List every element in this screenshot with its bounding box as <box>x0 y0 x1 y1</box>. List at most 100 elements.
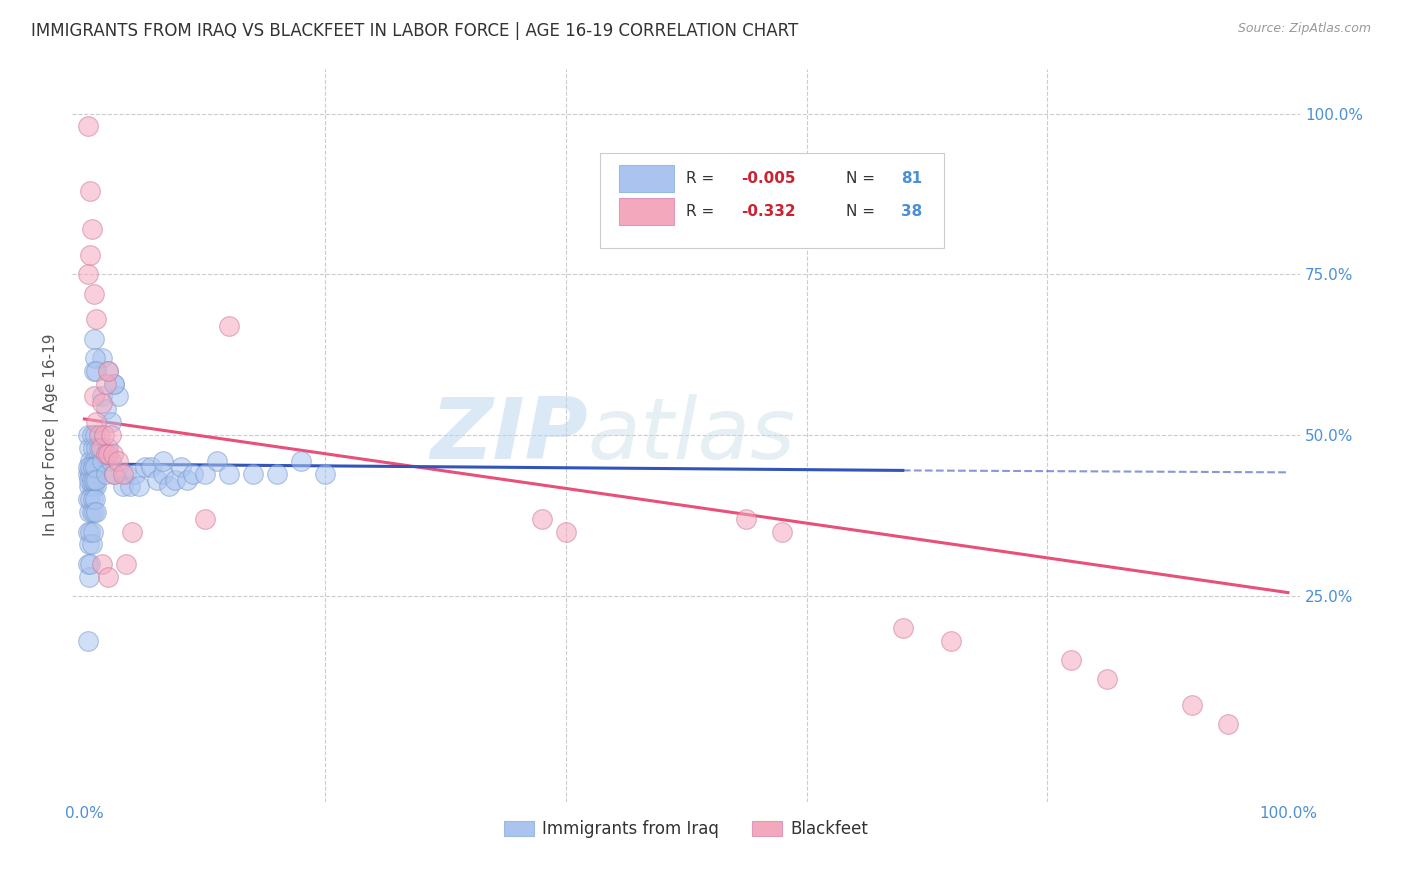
Point <box>91 454 114 468</box>
Point <box>77 120 100 134</box>
Point <box>139 460 162 475</box>
FancyBboxPatch shape <box>619 197 673 226</box>
Point <box>100 428 122 442</box>
Point <box>77 492 100 507</box>
Point <box>94 447 117 461</box>
Point <box>77 428 100 442</box>
Point <box>530 511 553 525</box>
Point <box>79 524 101 539</box>
Text: -0.332: -0.332 <box>741 204 796 219</box>
Point <box>772 524 794 539</box>
Point <box>94 376 117 391</box>
Point <box>77 267 100 281</box>
Point <box>90 441 112 455</box>
Point <box>80 473 103 487</box>
Point <box>84 467 107 481</box>
Point <box>86 415 108 429</box>
Point <box>79 460 101 475</box>
Point <box>1216 717 1239 731</box>
Point <box>84 460 107 475</box>
Point <box>91 557 114 571</box>
Point <box>77 557 100 571</box>
Point <box>115 467 138 481</box>
Text: R =: R = <box>686 204 720 219</box>
Point <box>120 479 142 493</box>
Point <box>91 389 114 403</box>
Point <box>97 364 120 378</box>
Point <box>107 454 129 468</box>
Point <box>77 473 100 487</box>
Point <box>80 428 103 442</box>
Point <box>266 467 288 481</box>
Text: N =: N = <box>846 204 880 219</box>
Point <box>79 248 101 262</box>
Y-axis label: In Labor Force | Age 16-19: In Labor Force | Age 16-19 <box>44 334 59 536</box>
Point <box>83 364 105 378</box>
Text: IMMIGRANTS FROM IRAQ VS BLACKFEET IN LABOR FORCE | AGE 16-19 CORRELATION CHART: IMMIGRANTS FROM IRAQ VS BLACKFEET IN LAB… <box>31 22 799 40</box>
Point <box>79 557 101 571</box>
Point <box>103 376 125 391</box>
Point <box>91 396 114 410</box>
Point <box>93 428 115 442</box>
Point <box>169 460 191 475</box>
Point <box>83 332 105 346</box>
Point <box>77 460 100 475</box>
Point <box>83 389 105 403</box>
Point <box>939 633 962 648</box>
Point <box>152 454 174 468</box>
Point <box>100 415 122 429</box>
Point <box>314 467 336 481</box>
Point <box>124 467 146 481</box>
Point <box>157 479 180 493</box>
Point <box>94 467 117 481</box>
Text: ZIP: ZIP <box>430 393 588 476</box>
Point <box>83 479 105 493</box>
Point <box>86 364 108 378</box>
Point <box>77 441 100 455</box>
Point <box>97 441 120 455</box>
Point <box>79 454 101 468</box>
Point <box>115 557 138 571</box>
Point <box>87 428 110 442</box>
Point <box>554 524 576 539</box>
Text: Source: ZipAtlas.com: Source: ZipAtlas.com <box>1237 22 1371 36</box>
Point <box>1060 653 1083 667</box>
Point <box>86 312 108 326</box>
FancyBboxPatch shape <box>600 153 943 248</box>
Point <box>77 633 100 648</box>
Point <box>80 505 103 519</box>
Point <box>82 441 104 455</box>
Point <box>218 318 240 333</box>
Point <box>86 441 108 455</box>
Point <box>86 505 108 519</box>
Point <box>84 492 107 507</box>
Point <box>181 467 204 481</box>
Point <box>77 505 100 519</box>
Point <box>121 524 143 539</box>
Point <box>77 569 100 583</box>
Legend: Immigrants from Iraq, Blackfeet: Immigrants from Iraq, Blackfeet <box>498 814 875 845</box>
Point <box>82 492 104 507</box>
Point <box>152 467 174 481</box>
Point <box>103 467 125 481</box>
Point <box>83 505 105 519</box>
Point <box>80 479 103 493</box>
Point <box>107 389 129 403</box>
Point <box>82 524 104 539</box>
Point <box>94 402 117 417</box>
Point <box>290 454 312 468</box>
Point <box>134 460 156 475</box>
Point <box>103 467 125 481</box>
Point <box>145 473 167 487</box>
Text: N =: N = <box>846 171 880 186</box>
Point <box>77 467 100 481</box>
Point <box>84 428 107 442</box>
Text: -0.005: -0.005 <box>741 171 796 186</box>
Point <box>77 479 100 493</box>
Point <box>176 473 198 487</box>
Point <box>97 447 120 461</box>
Text: atlas: atlas <box>588 393 796 476</box>
Point <box>79 492 101 507</box>
Point <box>83 286 105 301</box>
Point <box>97 569 120 583</box>
